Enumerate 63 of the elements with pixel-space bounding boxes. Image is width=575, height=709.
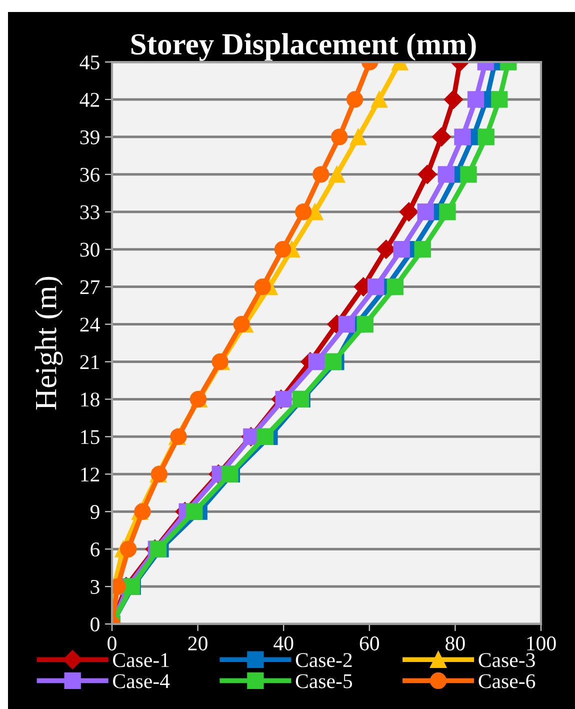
point bbox=[331, 128, 348, 146]
point bbox=[393, 241, 410, 258]
x-tick-label: 0 bbox=[108, 636, 116, 650]
point bbox=[312, 166, 330, 183]
point bbox=[439, 204, 456, 220]
point bbox=[467, 91, 484, 108]
point bbox=[417, 204, 434, 220]
point bbox=[338, 316, 355, 333]
point bbox=[414, 241, 431, 258]
y-tick-label: 3 bbox=[90, 580, 100, 594]
point bbox=[478, 128, 494, 146]
y-tick-label: 27 bbox=[80, 280, 100, 294]
point bbox=[254, 278, 271, 296]
legend-label: Case-5 bbox=[296, 674, 352, 688]
point bbox=[350, 128, 367, 146]
point bbox=[274, 241, 292, 258]
chart-title: Storey Displacement (mm) bbox=[131, 33, 476, 61]
point bbox=[399, 202, 418, 222]
y-tick-label: 21 bbox=[80, 355, 99, 369]
point bbox=[275, 390, 292, 408]
y-tick-label: 0 bbox=[90, 617, 100, 632]
point bbox=[454, 128, 471, 146]
point bbox=[346, 91, 364, 108]
y-tick-label: 33 bbox=[80, 205, 100, 220]
point bbox=[356, 316, 374, 333]
point bbox=[256, 428, 274, 445]
y-tick-label: 30 bbox=[80, 242, 100, 257]
x-tick-label: 80 bbox=[446, 636, 465, 650]
legend-label: Case-2 bbox=[296, 653, 352, 668]
y-axis-title: Height (m) bbox=[34, 276, 63, 410]
y-tick-label: 12 bbox=[81, 468, 100, 482]
point bbox=[233, 316, 250, 333]
y-tick-label: 18 bbox=[81, 392, 100, 407]
point bbox=[432, 127, 452, 146]
y-tick-label: 6 bbox=[90, 542, 100, 556]
point bbox=[120, 540, 137, 558]
y-tick-label: 36 bbox=[80, 168, 100, 182]
point bbox=[328, 166, 346, 183]
x-tick-label: 100 bbox=[527, 636, 556, 650]
point bbox=[295, 204, 312, 220]
point bbox=[444, 90, 464, 109]
y-tick-label: 42 bbox=[80, 92, 100, 107]
legend-label: Case-1 bbox=[113, 653, 169, 668]
y-tick-label: 9 bbox=[90, 505, 100, 520]
point bbox=[460, 166, 477, 183]
x-tick-label: 40 bbox=[274, 636, 294, 650]
x-tick-label: 60 bbox=[360, 636, 380, 650]
point bbox=[386, 278, 404, 296]
point bbox=[491, 91, 508, 108]
y-tick-label: 15 bbox=[81, 430, 100, 444]
y-tick-label: 39 bbox=[80, 130, 100, 144]
legend-label: Case-3 bbox=[478, 653, 535, 668]
y-tick-label: 45 bbox=[80, 56, 100, 70]
point bbox=[308, 353, 325, 370]
legend-label: Case-4 bbox=[113, 674, 170, 688]
x-tick-label: 20 bbox=[188, 636, 208, 650]
point bbox=[418, 164, 437, 184]
legend-label: Case-6 bbox=[478, 674, 536, 688]
point bbox=[186, 503, 203, 520]
y-tick-label: 24 bbox=[80, 318, 100, 332]
point bbox=[370, 91, 388, 108]
point bbox=[438, 166, 455, 183]
point bbox=[368, 278, 384, 296]
